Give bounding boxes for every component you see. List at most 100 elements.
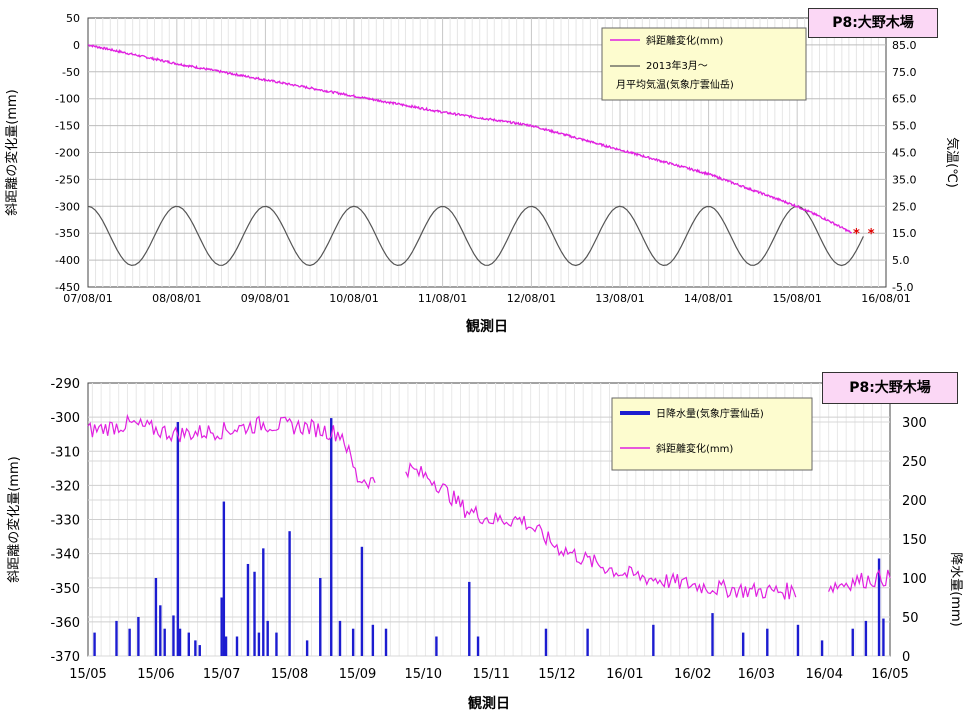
series-line-distance [828, 568, 891, 594]
x-tick-label: 16/02 [674, 667, 711, 682]
x-tick-label: 15/08/01 [772, 292, 821, 305]
legend-label-note: 2013年3月～ [646, 59, 708, 72]
y-right-tick-label: 5.0 [892, 254, 910, 267]
y-left-tick-label: -50 [62, 66, 80, 79]
x-tick-label: 07/08/01 [63, 292, 112, 305]
legend-label-precipitation: 日降水量(気象庁雲仙岳) [656, 407, 764, 420]
precipitation-bar [266, 620, 269, 656]
x-tick-label: 15/06 [137, 667, 174, 682]
x-tick-label: 15/05 [69, 667, 106, 682]
precipitation-bar [198, 645, 201, 656]
y-left-tick-label: -350 [55, 227, 80, 240]
y-right-tick-label: 85.0 [892, 39, 917, 52]
legend-top: 斜距離変化(mm) 2013年3月～ 月平均気温(気象庁雲仙岳) [601, 27, 807, 101]
y-left-axis-title: 斜距離の変化量(mm) [4, 89, 20, 215]
series-line-distance [88, 44, 852, 234]
y-right-tick-label: 100 [902, 572, 927, 587]
precipitation-bar [586, 628, 589, 656]
precipitation-bar [235, 636, 239, 656]
precipitation-bar [384, 628, 388, 656]
precipitation-bar [652, 624, 655, 656]
y-left-tick-label: -370 [50, 650, 80, 665]
y-left-tick-label: -320 [50, 479, 80, 494]
x-tick-label: 16/04 [806, 667, 843, 682]
precipitation-bar [766, 628, 769, 656]
legend-box [611, 397, 813, 471]
x-tick-label: 16/01 [606, 667, 643, 682]
y-right-tick-label: 0 [902, 650, 910, 665]
y-right-tick-label: 300 [902, 416, 927, 431]
precipitation-bar [741, 632, 745, 656]
precipitation-bar [253, 571, 256, 656]
precipitation-bar [194, 640, 197, 656]
y-left-tick-label: 0 [73, 39, 80, 52]
data-marker: * [853, 227, 860, 242]
x-tick-label: 11/08/01 [418, 292, 467, 305]
x-tick-label: 16/03 [738, 667, 775, 682]
precipitation-bar [178, 628, 182, 656]
x-axis-title: 観測日 [466, 318, 508, 335]
station-tag-bottom: P8:大野木場 [822, 372, 958, 404]
legend-label-distance: 斜距離変化(mm) [646, 34, 723, 47]
precipitation-bar [176, 422, 180, 656]
y-right-tick-label: 15.0 [892, 227, 917, 240]
precipitation-bar [128, 628, 131, 656]
precipitation-bar [93, 632, 96, 656]
precipitation-bar [319, 578, 322, 656]
x-tick-label: 15/07 [203, 667, 240, 682]
y-left-axis-title: 斜距離の変化量(mm) [6, 456, 22, 582]
precipitation-bar [288, 531, 291, 656]
y-left-tick-label: -310 [50, 445, 80, 460]
precipitation-bar [330, 418, 333, 656]
y-left-tick-label: -290 [50, 377, 80, 392]
precipitation-bar [222, 501, 226, 656]
precipitation-bar [275, 632, 278, 656]
x-axis-title: 観測日 [468, 695, 510, 712]
x-tick-label: 15/09 [339, 667, 376, 682]
precipitation-bar [163, 628, 166, 656]
legend-swatch-precipitation [620, 411, 650, 415]
precipitation-bar [172, 615, 175, 656]
y-left-tick-label: -450 [55, 281, 80, 294]
series-line-temperature [87, 205, 864, 267]
precipitation-bar [262, 548, 265, 656]
y-left-tick-label: -100 [55, 93, 80, 106]
y-right-tick-label: 75.0 [892, 66, 917, 79]
y-right-tick-label: 65.0 [892, 93, 917, 106]
y-left-tick-label: -200 [55, 147, 80, 160]
precipitation-bar [877, 558, 881, 656]
y-right-axis-title: 降水量(mm) [948, 552, 963, 626]
precipitation-bar [468, 581, 471, 656]
precipitation-bar [187, 632, 190, 656]
y-left-tick-label: -360 [50, 616, 80, 631]
y-left-tick-label: -150 [55, 120, 80, 133]
precipitation-bar [338, 620, 342, 656]
precipitation-bar [220, 597, 223, 656]
y-left-tick-label: -350 [50, 582, 80, 597]
precipitation-bar [820, 640, 824, 656]
precipitation-bar [882, 618, 885, 656]
precipitation-bar [115, 620, 118, 656]
precipitation-bar [137, 617, 140, 656]
precipitation-bar [864, 620, 868, 656]
data-marker: * [868, 227, 875, 242]
station-tag-top: P8:大野木場 [808, 8, 938, 38]
y-left-tick-label: -340 [50, 548, 80, 563]
series-line-distance [87, 413, 376, 490]
precipitation-bar [351, 628, 355, 656]
x-tick-label: 14/08/01 [684, 292, 733, 305]
y-right-axis-title: 気温(℃) [944, 137, 960, 188]
legend-bottom: 日降水量(気象庁雲仙岳) 斜距離変化(mm) [611, 397, 813, 471]
x-tick-label: 12/08/01 [507, 292, 556, 305]
x-tick-label: 15/10 [405, 667, 442, 682]
precipitation-bar [435, 636, 438, 656]
y-left-tick-label: 50 [66, 12, 80, 25]
y-right-tick-label: 25.0 [892, 200, 917, 213]
precipitation-bar [246, 563, 250, 656]
precipitation-bar [796, 624, 800, 656]
y-right-tick-label: 45.0 [892, 147, 917, 160]
y-right-tick-label: 150 [902, 533, 927, 548]
precipitation-bar [257, 632, 261, 656]
